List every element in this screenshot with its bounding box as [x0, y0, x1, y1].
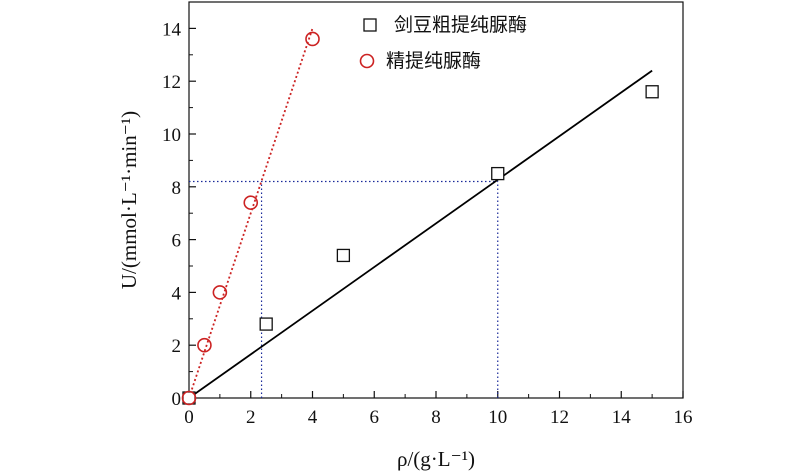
y-tick-label: 4 — [172, 283, 182, 304]
y-tick-label: 14 — [162, 19, 182, 40]
legend-label-crude: 剑豆粗提纯脲酶 — [394, 14, 527, 36]
fit-line — [188, 28, 314, 399]
x-tick-label: 6 — [370, 407, 380, 428]
y-tick-label: 6 — [172, 231, 182, 252]
fit-lines — [188, 28, 653, 399]
y-tick-label: 0 — [172, 389, 182, 410]
data-point — [645, 85, 659, 99]
x-tick-label: 16 — [674, 407, 693, 428]
data-point — [212, 285, 228, 300]
x-axis-title: ρ/(g·L⁻¹) — [397, 447, 475, 471]
x-tick-label: 2 — [246, 407, 256, 428]
legend-markers — [359, 18, 377, 69]
y-tick-label: 10 — [162, 125, 181, 146]
x-tick-label: 12 — [550, 407, 569, 428]
y-tick-label: 12 — [162, 72, 181, 93]
fit-line — [188, 69, 653, 399]
data-point — [243, 195, 259, 210]
x-tick-label: 4 — [308, 407, 318, 428]
y-tick-label: 8 — [172, 178, 182, 199]
data-point — [259, 317, 273, 331]
data-points — [181, 31, 659, 406]
x-tick-label: 8 — [431, 407, 441, 428]
data-point — [336, 248, 351, 263]
data-point — [305, 31, 320, 47]
x-tick-label: 0 — [184, 407, 194, 428]
reference-lines — [189, 180, 499, 398]
y-axis-title: U/(mmol·L⁻¹·min⁻¹) — [117, 111, 141, 289]
data-point — [491, 166, 505, 181]
axis-ticks: 0 2 4 6 8 10 12 14 16 0 2 4 6 8 10 12 14 — [162, 1, 693, 428]
legend-marker — [363, 18, 377, 32]
data-point — [197, 337, 212, 353]
legend-label-pure: 精提纯脲酶 — [386, 50, 481, 72]
x-tick-label: 14 — [612, 407, 632, 428]
legend: 剑豆粗提纯脲酶 精提纯脲酶 — [359, 14, 527, 72]
y-tick-label: 2 — [172, 336, 182, 357]
legend-marker — [359, 53, 375, 69]
data-point — [181, 390, 197, 406]
x-tick-label: 10 — [488, 407, 507, 428]
